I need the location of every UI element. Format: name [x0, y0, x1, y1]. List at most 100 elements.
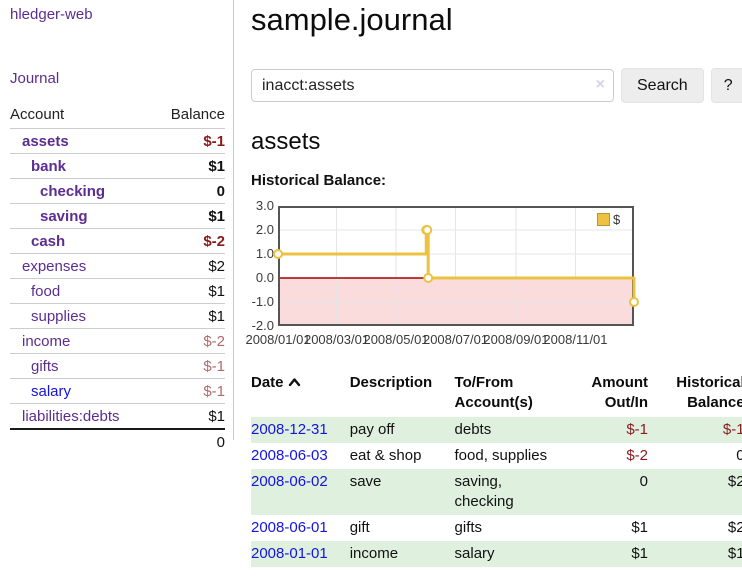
x-axis-tick-label: 2008/05/01 — [363, 332, 429, 347]
account-balance: $2 — [208, 257, 225, 275]
account-row: supplies $1 — [10, 304, 225, 329]
accounts-total-row: 0 — [10, 429, 225, 455]
transaction-balance: $1 — [727, 545, 742, 562]
account-row: income $-2 — [10, 329, 225, 354]
main-content: sample.journal × Search ? assets Histori… — [234, 0, 742, 567]
transaction-balance: $-1 — [722, 421, 742, 438]
transaction-description: income — [349, 545, 399, 562]
register-header-date[interactable]: Date — [251, 371, 350, 417]
transaction-description: gift — [349, 519, 370, 536]
register-row: 2008-06-01 gift gifts $1 $2 — [251, 515, 742, 541]
transaction-description: eat & shop — [349, 447, 422, 464]
account-row: liabilities:debts $1 — [10, 404, 225, 429]
account-balance: 0 — [216, 182, 225, 200]
register-row: 2008-06-02 save saving, checking 0 $2 — [251, 469, 742, 515]
register-row: 2008-12-31 pay off debts $-1 $-1 — [251, 417, 742, 443]
x-axis-tick-label: 2008/03/01 — [303, 332, 370, 347]
transaction-balance: 0 — [736, 447, 742, 464]
sidebar-item-journal[interactable]: Journal — [10, 70, 60, 87]
y-axis-tick-label: 2.0 — [255, 222, 274, 237]
chart-plot-area — [273, 206, 639, 326]
transaction-accounts: debts — [454, 421, 492, 438]
account-row: cash $-2 — [10, 229, 225, 254]
legend-label: $ — [613, 212, 621, 227]
account-link[interactable]: assets — [22, 132, 69, 150]
sidebar: hledger-web Journal Account Balance asse… — [0, 0, 234, 451]
x-axis-tick-label: 2008/01/01 — [245, 332, 311, 347]
account-link[interactable]: income — [22, 332, 71, 350]
help-button[interactable]: ? — [710, 68, 742, 103]
balance-chart: 3.0 2.0 1.0 0.0 -1.0 -2.0 2008/01/01 2008/03/01… — [245, 198, 683, 350]
account-balance: $-1 — [203, 382, 225, 400]
transaction-balance: $2 — [727, 473, 742, 490]
transaction-accounts: salary — [454, 545, 495, 562]
accounts-table: Account Balance assets $-1 bank — [10, 103, 225, 455]
register-header-row: Date Description To/From Account(s) Amou… — [251, 371, 742, 417]
account-link[interactable]: checking — [40, 182, 106, 200]
app-title-link[interactable]: hledger-web — [10, 6, 93, 23]
account-balance: $1 — [208, 407, 225, 425]
account-link[interactable]: cash — [31, 232, 66, 250]
transaction-amount: 0 — [639, 473, 649, 490]
account-link[interactable]: saving — [40, 207, 88, 225]
transaction-date-link[interactable]: 2008-06-02 — [251, 473, 328, 490]
account-balance: $-2 — [203, 232, 225, 250]
y-axis-tick-label: 0.0 — [255, 270, 274, 285]
transaction-balance: $2 — [727, 519, 742, 536]
account-heading: assets — [251, 128, 321, 155]
account-row: food $1 — [10, 279, 225, 304]
account-balance: $-2 — [203, 332, 225, 350]
account-row: saving $1 — [10, 204, 225, 229]
register-header-accounts: To/From Account(s) — [454, 374, 533, 411]
account-row: bank $1 — [10, 154, 225, 179]
account-link[interactable]: bank — [31, 157, 67, 175]
legend-swatch — [597, 213, 610, 226]
transaction-amount: $1 — [631, 519, 649, 536]
search-input[interactable] — [251, 69, 614, 102]
register-header-balance: Historical Balance — [676, 374, 742, 411]
y-axis-tick-label: 1.0 — [255, 246, 274, 261]
transaction-amount: $-2 — [626, 447, 649, 464]
account-link[interactable]: gifts — [31, 357, 59, 375]
account-row: checking 0 — [10, 179, 225, 204]
account-row: assets $-1 — [10, 129, 225, 154]
chart-legend: $ — [595, 211, 623, 228]
accounts-header-account: Account — [10, 106, 65, 123]
accounts-table-header: Account Balance — [10, 103, 225, 129]
transaction-date-link[interactable]: 2008-12-31 — [251, 421, 328, 438]
y-axis-tick-label: -1.0 — [251, 294, 274, 309]
account-balance: $1 — [208, 282, 225, 300]
page-title: sample.journal — [251, 2, 453, 37]
search-box: × — [251, 69, 614, 102]
account-link[interactable]: liabilities:debts — [22, 407, 120, 425]
account-link[interactable]: supplies — [31, 307, 87, 325]
transaction-accounts: food, supplies — [454, 447, 548, 464]
register-row: 2008-01-01 income salary $1 $1 — [251, 541, 742, 567]
search-button[interactable]: Search — [621, 68, 704, 103]
register-row: 2008-06-03 eat & shop food, supplies $-2… — [251, 443, 742, 469]
transaction-amount: $1 — [631, 545, 649, 562]
accounts-total-value: 0 — [216, 434, 225, 451]
transaction-amount: $-1 — [626, 421, 649, 438]
clear-search-icon[interactable]: × — [595, 76, 605, 93]
register-header-amount: Amount Out/In — [591, 374, 649, 411]
transaction-date-link[interactable]: 2008-06-03 — [251, 447, 328, 464]
register-table: Date Description To/From Account(s) Amou… — [251, 371, 742, 567]
chart-title: Historical Balance: — [251, 172, 387, 189]
account-link[interactable]: expenses — [22, 257, 87, 275]
transaction-description: save — [349, 473, 382, 490]
account-link[interactable]: food — [31, 282, 61, 300]
account-row: gifts $-1 — [10, 354, 225, 379]
transaction-date-link[interactable]: 2008-06-01 — [251, 519, 328, 536]
search-form: × Search ? — [251, 68, 742, 103]
register-header-description: Description — [349, 374, 433, 391]
accounts-header-balance: Balance — [170, 106, 225, 123]
sort-ascending-icon — [288, 378, 300, 387]
account-row: expenses $2 — [10, 254, 225, 279]
account-link[interactable]: salary — [31, 382, 72, 400]
account-balance: $1 — [208, 157, 225, 175]
transaction-date-link[interactable]: 2008-01-01 — [251, 545, 328, 562]
y-axis-tick-label: 3.0 — [255, 198, 274, 213]
account-balance: $1 — [208, 207, 225, 225]
account-balance: $1 — [208, 307, 225, 325]
